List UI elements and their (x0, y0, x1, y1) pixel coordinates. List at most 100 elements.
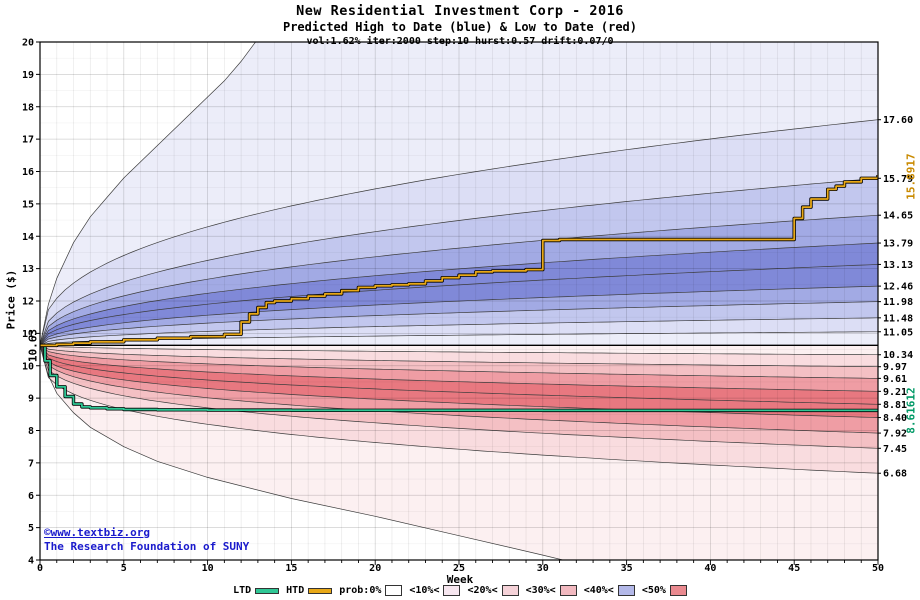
x-tick-label: 30 (537, 563, 549, 574)
y-tick-label: 14 (22, 232, 34, 243)
right-value-label: 11.05 (883, 327, 913, 338)
htd-line (40, 175, 878, 347)
y-tick-label: 10 (22, 361, 34, 372)
y-tick-label: 17 (22, 135, 34, 146)
fan-band (40, 345, 878, 405)
legend-item-3: <10%< (409, 585, 461, 596)
fan-band (40, 301, 878, 346)
right-value-label: 14.65 (883, 211, 913, 222)
right-value-label: 11.48 (883, 313, 913, 324)
x-tick-label: 20 (369, 563, 381, 574)
fan-boundary-line (40, 42, 256, 346)
right-value-label: 12.46 (883, 282, 913, 293)
y-tick-label: 15 (22, 199, 34, 210)
legend-label: HTD (286, 585, 305, 596)
chart-params: vol:1.62% iter:2000 step:10 hurst:0.57 d… (306, 36, 614, 47)
legend-swatch-ltd-line (255, 587, 280, 594)
fan-boundary-line (40, 345, 878, 392)
ltd-line (40, 344, 878, 412)
right-value-label: 10.34 (883, 350, 913, 361)
legend: LTD HTD prob:0% <10%< <20%< <30%< <40%< <50% (0, 585, 920, 596)
y-tick-label: 11 (22, 329, 34, 340)
fan-band (40, 119, 878, 346)
fan-band (40, 345, 878, 392)
right-value-label: 6.68 (883, 469, 907, 480)
y-tick-label: 13 (22, 264, 34, 275)
fan-band (40, 215, 878, 346)
y-tick-label: 5 (28, 523, 34, 534)
fan-band (40, 286, 878, 346)
fan-band (40, 178, 878, 346)
fan-boundary-line (40, 177, 878, 346)
right-value-label: 13.13 (883, 260, 913, 271)
right-value-label: 9.97 (883, 362, 907, 373)
chart-header: New Residential Investment Corp - 2016 P… (0, 3, 920, 47)
fan-boundary-line (40, 345, 878, 379)
legend-item-6: <40%< (584, 585, 635, 596)
y-tick-label: 6 (28, 491, 34, 502)
watermark-link[interactable]: ©www.textbiz.org (44, 526, 150, 539)
legend-item-2: prob:0% (339, 585, 403, 596)
fan-band (40, 345, 878, 367)
legend-label: <50% (641, 585, 666, 596)
fan-boundary-line (40, 345, 878, 356)
watermark-org: The Research Foundation of SUNY (44, 540, 250, 553)
legend-swatch-htd-line (308, 587, 333, 594)
fan-boundary-line (40, 345, 878, 418)
legend-swatch-prob-box (443, 585, 461, 596)
legend-label: <20%< (467, 585, 498, 596)
y-tick-label: 19 (22, 70, 34, 81)
legend-swatch-prob-box (669, 585, 687, 596)
fan-band (40, 331, 878, 346)
legend-item-4: <20%< (467, 585, 519, 596)
legend-item-7: <50% (642, 585, 687, 596)
right-value-label: 9.21 (883, 387, 907, 398)
fan-boundary-line (40, 345, 878, 434)
chart-subtitle: Predicted High to Date (blue) & Low to D… (282, 20, 637, 34)
fan-boundary-line (40, 345, 878, 368)
right-value-label: 7.45 (883, 444, 907, 455)
x-tick-label: 15 (285, 563, 297, 574)
fan-boundary-line (40, 345, 878, 474)
right-value-label: 8.81 (883, 400, 907, 411)
x-tick-label: 35 (621, 563, 633, 574)
fan-boundary-line (40, 301, 878, 346)
chart-title: New Residential Investment Corp - 2016 (296, 3, 624, 19)
fan-band (40, 317, 878, 346)
y-tick-label: 8 (28, 426, 34, 437)
x-tick-label: 0 (37, 563, 43, 574)
y-tick-label: 12 (22, 297, 34, 308)
right-value-label: 9.61 (883, 374, 907, 385)
y-tick-label: 9 (28, 394, 34, 405)
legend-label: <10%< (409, 585, 440, 596)
legend-swatch-prob-box (617, 585, 635, 596)
fan-boundary-line (40, 317, 878, 346)
fan-boundary-line (40, 285, 878, 346)
legend-label: <30%< (525, 585, 556, 596)
fan-band (40, 345, 878, 418)
fan-band (40, 345, 878, 355)
fan-boundary-line (40, 264, 878, 346)
legend-item-0: LTD (233, 585, 280, 596)
right-value-label: 11.98 (883, 297, 913, 308)
plot-area (40, 42, 878, 560)
fan-boundary-line (40, 214, 878, 346)
fan-band (40, 345, 878, 474)
x-tick-label: 5 (121, 563, 127, 574)
right-value-label: 17.60 (883, 115, 913, 126)
y-tick-label: 16 (22, 167, 34, 178)
fan-boundary-line (40, 345, 878, 405)
right-value-label: 8.40 (883, 413, 907, 424)
fan-boundary-line (40, 242, 878, 346)
watermark: ©www.textbiz.org The Research Foundation… (44, 526, 249, 554)
fan-band (40, 42, 878, 346)
legend-swatch-prob-box (501, 585, 519, 596)
fan-band (40, 264, 878, 346)
x-axis-title: Week (446, 573, 474, 586)
y-tick-label: 7 (28, 458, 34, 469)
legend-label: prob:0% (339, 585, 382, 596)
fan-boundary-line (40, 345, 878, 449)
x-tick-label: 25 (453, 563, 465, 574)
fan-boundary-line (40, 345, 565, 560)
